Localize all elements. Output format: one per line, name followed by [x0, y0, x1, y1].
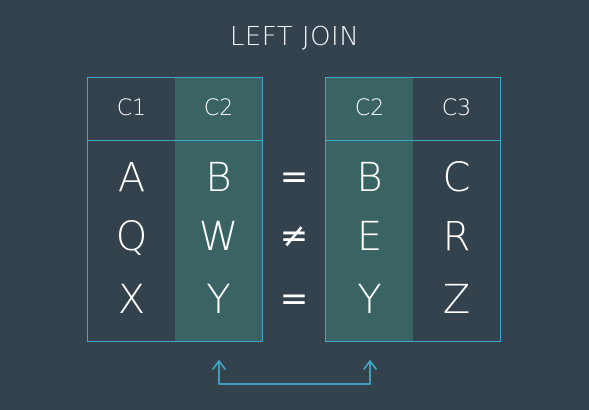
column-header: C3 [441, 96, 472, 121]
column-header: C1 [116, 96, 147, 121]
table-cell: R [442, 214, 471, 260]
table-cell: W [198, 214, 239, 260]
equals-operator: = [279, 279, 309, 319]
table-cell: B [356, 155, 383, 201]
left-col-c1: C1 A Q X [88, 78, 175, 341]
table-cell: X [117, 277, 146, 323]
right-table: C2 B E Y C3 C R Z [325, 77, 501, 342]
column-header: C2 [354, 96, 385, 121]
table-cell: Z [442, 277, 471, 323]
header-divider [326, 140, 500, 141]
diagram-title: LEFT JOIN [229, 22, 360, 52]
left-table: C1 A Q X C2 B W Y [87, 77, 263, 342]
table-cell: A [117, 155, 146, 201]
header-divider [88, 140, 262, 141]
table-cell: Y [357, 277, 382, 323]
table-cell: B [205, 155, 232, 201]
equals-operator: = [279, 157, 309, 197]
left-col-c2-highlighted: C2 B W Y [175, 78, 262, 341]
right-col-c3: C3 C R Z [413, 78, 500, 341]
table-cell: Y [206, 277, 231, 323]
not-equals-operator: ≠ [279, 216, 309, 256]
table-cell: E [356, 214, 383, 260]
table-cell: Q [115, 214, 148, 260]
column-header: C2 [203, 96, 234, 121]
table-cell: C [442, 155, 471, 201]
right-col-c2-highlighted: C2 B E Y [326, 78, 413, 341]
